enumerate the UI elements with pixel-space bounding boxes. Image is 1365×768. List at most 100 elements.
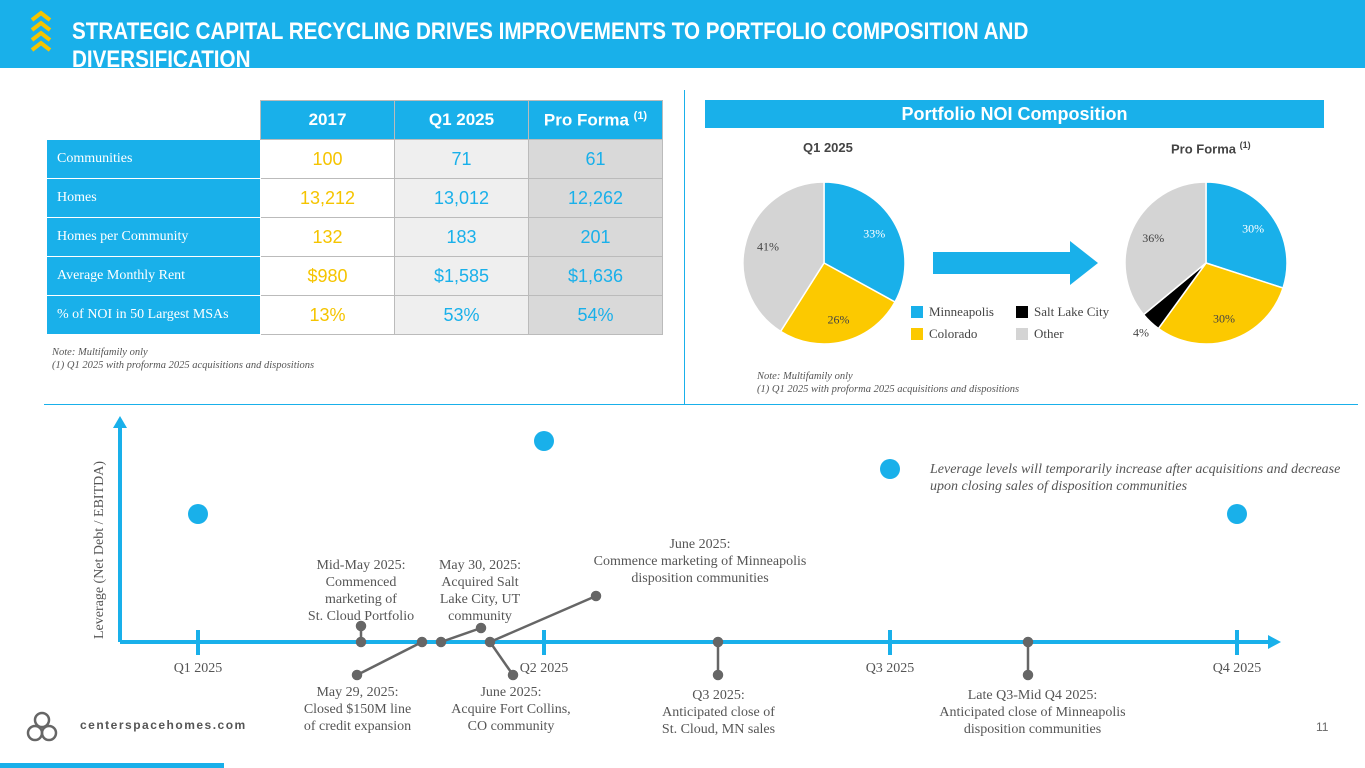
- portfolio-table: 2017 Q1 2025 Pro Forma (1) Communities 10…: [46, 100, 663, 335]
- timeline-event: May 30, 2025: Acquired Salt Lake City, UT c…: [420, 557, 540, 625]
- event-text: CO community: [467, 719, 555, 734]
- cell-value: 13,212: [260, 178, 395, 218]
- leverage-dot-q4: [1227, 504, 1247, 524]
- event-text: Closed $150M line: [303, 702, 412, 717]
- event-text: St. Cloud Portfolio: [307, 609, 415, 624]
- cell-value: 100: [260, 139, 395, 179]
- y-axis-label: Leverage (Net Debt / EBITDA): [92, 460, 107, 640]
- table-row: Average Monthly Rent $980 $1,585 $1,636: [46, 256, 663, 296]
- timeline-event: May 29, 2025: Closed $150M line of credit …: [280, 684, 435, 735]
- event-text: Late Q3-Mid Q4 2025:: [967, 688, 1098, 703]
- pie-slice-colorado: [1157, 262, 1284, 345]
- event-text: of credit expansion: [303, 719, 412, 734]
- cell-value: 53%: [394, 295, 529, 335]
- divider: [684, 90, 685, 405]
- row-label: % of NOI in 50 Largest MSAs: [46, 295, 261, 335]
- cell-value: 12,262: [528, 178, 663, 218]
- pie-data-label: 4%: [1133, 325, 1149, 339]
- page-number: 11: [1316, 720, 1329, 734]
- event-text: Acquire Fort Collins,: [451, 702, 571, 717]
- event-text: Commenced: [325, 575, 397, 590]
- table-note: Note: Multifamily only (1) Q1 2025 with p…: [52, 347, 315, 371]
- pie-data-label: 30%: [1213, 311, 1235, 325]
- event-text: Acquired Salt: [441, 575, 519, 590]
- cell-value: $980: [260, 256, 395, 296]
- row-label: Homes per Community: [46, 217, 261, 257]
- row-label: Average Monthly Rent: [46, 256, 261, 296]
- pie-legend: Minneapolis Salt Lake City Colorado Othe…: [911, 304, 1126, 342]
- table-row: Communities 100 71 61: [46, 139, 663, 179]
- table-row: Homes per Community 132 183 201: [46, 217, 663, 257]
- pie-slice-minneapolis: [1205, 181, 1288, 289]
- quarter-label: Q1 2025: [173, 661, 223, 676]
- leverage-note: Leverage levels will temporarily increas…: [930, 462, 1341, 494]
- row-label: Homes: [46, 178, 261, 218]
- pie-data-label: 26%: [828, 312, 850, 326]
- event-text: Anticipated close of Minneapolis: [939, 705, 1126, 720]
- pie-data-label: 30%: [1242, 222, 1264, 236]
- event-text: May 29, 2025:: [316, 685, 399, 700]
- page-title: STRATEGIC CAPITAL RECYCLING DRIVES IMPRO…: [72, 18, 1029, 73]
- timeline-event: June 2025: Acquire Fort Collins, CO commun…: [436, 684, 586, 735]
- event-text: Lake City, UT: [439, 592, 521, 607]
- cell-value: 61: [528, 139, 663, 179]
- cell-value: 54%: [528, 295, 663, 335]
- divider: [44, 404, 1358, 405]
- event-text: Anticipated close of: [662, 705, 775, 720]
- legend-other: Other: [1016, 326, 1126, 342]
- footer-bar: [0, 763, 224, 768]
- legend-minneapolis: Minneapolis: [911, 304, 1016, 320]
- event-text: Commence marketing of Minneapolis: [593, 554, 807, 569]
- pie-slice-other: [1124, 181, 1207, 316]
- noi-title: Portfolio NOI Composition: [705, 100, 1324, 128]
- cell-value: 13%: [260, 295, 395, 335]
- timeline-event: Mid-May 2025: Commenced marketing of St. Cl…: [296, 557, 426, 625]
- chevrons-logo-icon: [30, 10, 52, 52]
- pie-data-label: 36%: [1142, 231, 1164, 245]
- pie-slice-colorado: [779, 262, 897, 345]
- leverage-dot-q2: [534, 431, 554, 451]
- pie-slice-other: [742, 181, 825, 333]
- legend-colorado: Colorado: [911, 326, 1016, 342]
- pie-slice-minneapolis: [823, 181, 906, 304]
- event-text: St. Cloud, MN sales: [661, 722, 776, 737]
- event-text: June 2025:: [669, 537, 731, 552]
- legend-salt-lake-city: Salt Lake City: [1016, 304, 1126, 320]
- cell-value: 71: [394, 139, 529, 179]
- pie-data-label: 41%: [757, 240, 779, 254]
- noi-note: Note: Multifamily only (1) Q1 2025 with p…: [757, 371, 1020, 395]
- cell-value: 13,012: [394, 178, 529, 218]
- pie-charts: 33% 26% 41% 30% 30% 4% 36%: [742, 181, 1288, 345]
- cell-value: $1,636: [528, 256, 663, 296]
- table-row: % of NOI in 50 Largest MSAs 13% 53% 54%: [46, 295, 663, 335]
- event-text: community: [448, 609, 512, 624]
- table-row: Homes 13,212 13,012 12,262: [46, 178, 663, 218]
- left-pie-label: Q1 2025: [803, 140, 853, 155]
- cell-value: $1,585: [394, 256, 529, 296]
- header-bar: STRATEGIC CAPITAL RECYCLING DRIVES IMPRO…: [0, 0, 1365, 73]
- cell-value: 132: [260, 217, 395, 257]
- cell-value: 201: [528, 217, 663, 257]
- arrow-right-icon: [933, 241, 1098, 285]
- timeline-event: Q3 2025: Anticipated close of St. Cloud, M…: [636, 687, 801, 738]
- timeline-event: June 2025: Commence marketing of Minneapo…: [540, 536, 860, 587]
- timeline-event: Late Q3-Mid Q4 2025: Anticipated close of…: [915, 687, 1150, 738]
- row-label: Communities: [46, 139, 261, 179]
- quarter-label: Q4 2025: [1212, 661, 1262, 676]
- leverage-timeline: [113, 416, 1281, 681]
- event-text: May 30, 2025:: [438, 558, 522, 573]
- footer-site: centerspacehomes.com: [80, 718, 247, 732]
- event-text: marketing of: [325, 592, 397, 607]
- event-text: disposition communities: [963, 722, 1102, 737]
- leverage-dot-q3: [880, 459, 900, 479]
- centerspace-logo-icon: [26, 711, 58, 742]
- leverage-dot-q1: [188, 504, 208, 524]
- quarter-label: Q3 2025: [865, 661, 915, 676]
- event-text: Mid-May 2025:: [316, 558, 406, 573]
- event-text: disposition communities: [631, 571, 769, 586]
- event-text: June 2025:: [480, 685, 542, 700]
- right-pie-label: Pro Forma (1): [1171, 140, 1251, 157]
- event-text: Q3 2025:: [692, 688, 745, 703]
- pie-data-label: 33%: [863, 226, 885, 240]
- col-2017: 2017: [260, 100, 395, 140]
